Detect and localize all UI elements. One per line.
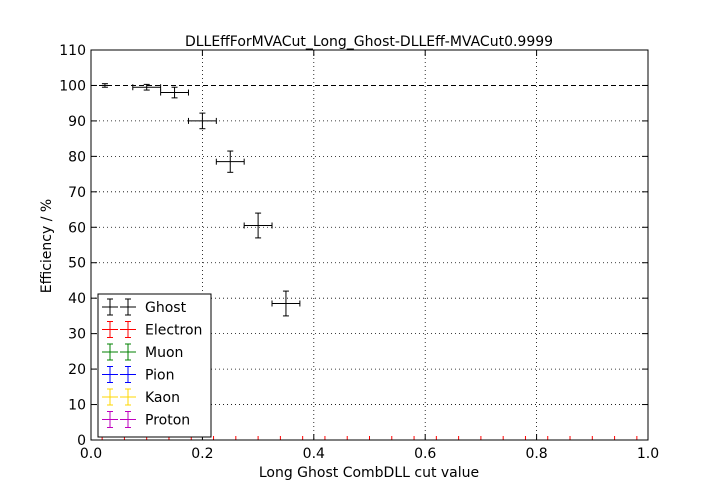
y-tick-label: 90 (68, 114, 86, 130)
legend-box (97, 293, 212, 438)
data-point-ghost (160, 86, 189, 99)
x-axis-label: Long Ghost CombDLL cut value (259, 465, 479, 481)
legend-item-pion: Pion (102, 366, 174, 384)
legend-label: Proton (145, 413, 190, 429)
axis-ticks (90, 49, 649, 441)
y-tick-label: 20 (68, 362, 86, 378)
chart-title: DLLEffForMVACut_Long_Ghost-DLLEff-MVACut… (185, 34, 553, 50)
y-tick-label: 30 (68, 327, 86, 343)
x-tick-label: 0.2 (191, 446, 213, 462)
y-tick-label: 110 (59, 43, 86, 59)
legend-item-kaon: Kaon (102, 388, 180, 406)
x-tick-label: 0.0 (80, 446, 102, 462)
y-tick-label: 40 (68, 291, 86, 307)
data-point-ghost (243, 212, 273, 239)
data-point-ghost (101, 83, 108, 88)
legend-label: Electron (145, 323, 202, 339)
y-tick-label: 60 (68, 220, 86, 236)
y-tick-label: 80 (68, 149, 86, 165)
legend-item-muon: Muon (102, 343, 183, 361)
data-points (101, 83, 301, 317)
legend-label: Ghost (145, 300, 187, 316)
y-tick-label: 50 (68, 256, 86, 272)
data-point-ghost (271, 290, 301, 317)
y-axis-label: Efficiency / % (39, 199, 55, 293)
legend: Ghost Electron Muon Pion Kaon Proton (97, 293, 212, 438)
plot-frame (90, 49, 649, 441)
y-tick-label: 0 (77, 433, 86, 449)
legend-item-ghost: Ghost (102, 298, 187, 316)
legend-item-proton: Proton (102, 411, 190, 429)
x-tick-labels: 0.0 0.2 0.4 0.6 0.8 1.0 (80, 446, 659, 462)
legend-label: Kaon (145, 390, 180, 406)
y-tick-label: 70 (68, 185, 86, 201)
x-tick-label: 0.4 (303, 446, 325, 462)
data-point-ghost (215, 150, 245, 173)
legend-label: Muon (145, 345, 183, 361)
x-tick-label: 1.0 (637, 446, 659, 462)
x-tick-label: 0.8 (525, 446, 547, 462)
x-tick-label: 0.6 (414, 446, 436, 462)
y-tick-label: 10 (68, 398, 86, 414)
legend-label: Pion (145, 368, 174, 384)
data-point-ghost (132, 83, 162, 91)
data-point-ghost (187, 112, 217, 130)
y-tick-label: 100 (59, 78, 86, 94)
y-tick-labels: 0 10 20 30 40 50 60 70 80 90 100 110 (59, 43, 86, 449)
legend-item-electron: Electron (102, 321, 202, 339)
